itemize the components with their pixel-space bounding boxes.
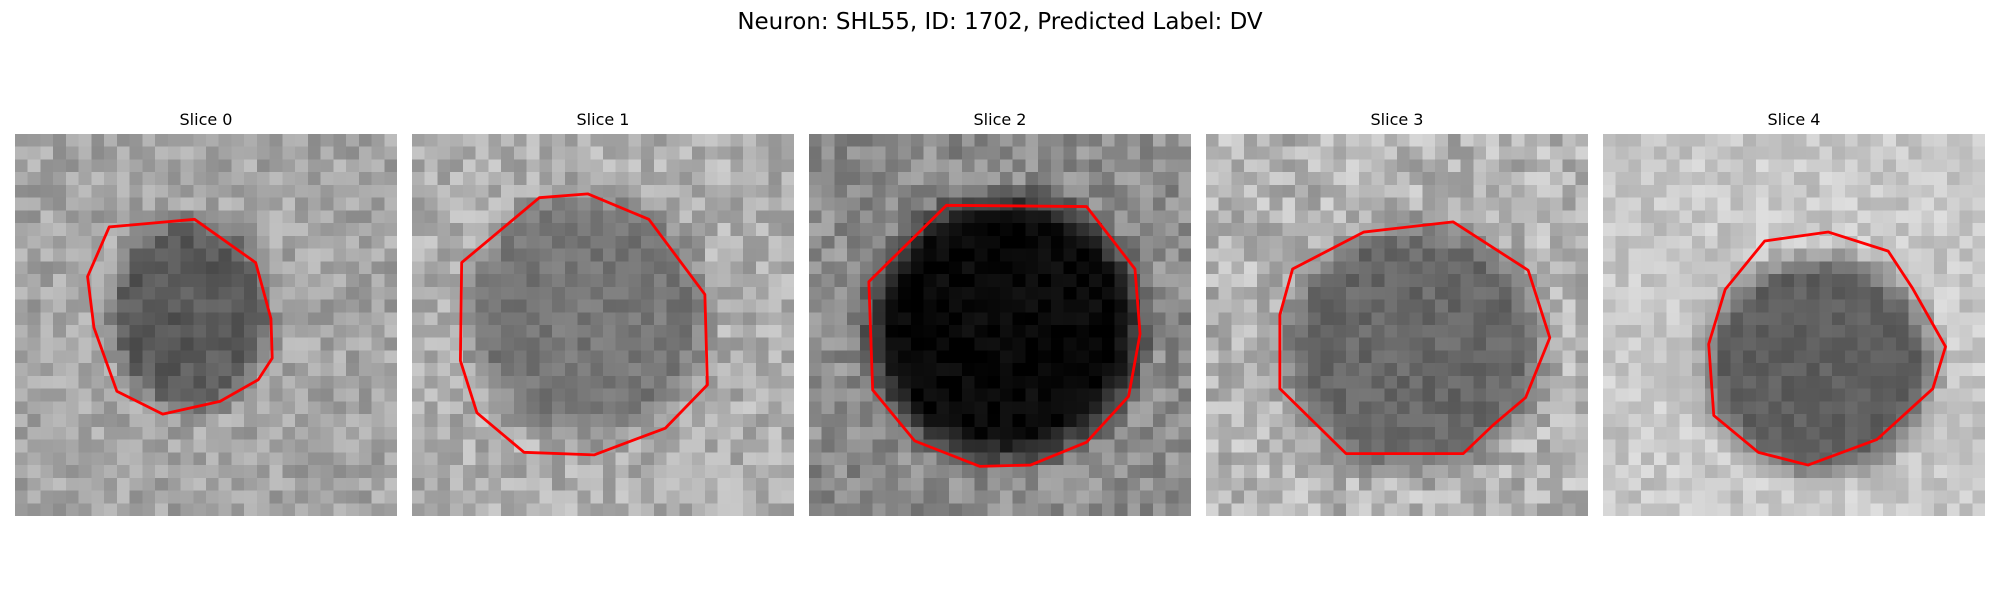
pixel-grid-2: [809, 134, 1191, 516]
roi-outline-4: [1707, 230, 1947, 467]
pixel-grid-0: [15, 134, 397, 516]
slice-image-1: [412, 134, 794, 516]
pixel-grid-3: [1206, 134, 1588, 516]
slice-panels: Slice 0 Slice 1 Slice 2 Slice 3 Slice 4: [15, 110, 1985, 520]
slice-image-0: [15, 134, 397, 516]
roi-outline-2: [867, 203, 1142, 468]
slice-title-0: Slice 0: [179, 110, 233, 129]
slice-panel-4: Slice 4: [1603, 110, 1985, 520]
pixel-grid-4: [1603, 134, 1985, 516]
roi-outline-1: [458, 192, 709, 457]
slice-panel-3: Slice 3: [1206, 110, 1588, 520]
figure-title: Neuron: SHL55, ID: 1702, Predicted Label…: [737, 9, 1263, 35]
slice-title-2: Slice 2: [973, 110, 1027, 129]
slice-title-1: Slice 1: [576, 110, 630, 129]
pixel-grid-1: [412, 134, 794, 516]
slice-panel-1: Slice 1: [412, 110, 794, 520]
roi-outline-3: [1278, 220, 1552, 456]
slice-panel-2: Slice 2: [809, 110, 1191, 520]
slice-title-3: Slice 3: [1370, 110, 1424, 129]
slice-image-3: [1206, 134, 1588, 516]
slice-image-4: [1603, 134, 1985, 516]
roi-outline-0: [86, 217, 274, 416]
slice-image-2: [809, 134, 1191, 516]
slice-title-4: Slice 4: [1767, 110, 1821, 129]
slice-panel-0: Slice 0: [15, 110, 397, 520]
